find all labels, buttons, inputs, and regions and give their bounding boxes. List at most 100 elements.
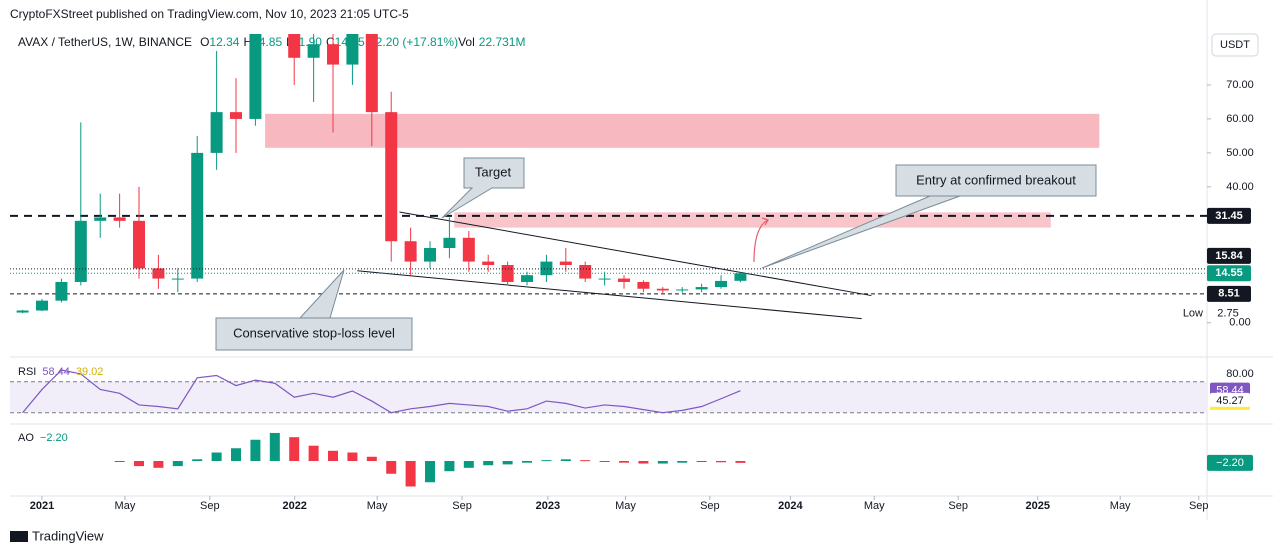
- ao-bar: [192, 459, 203, 461]
- candle-body: [656, 288, 669, 291]
- candle-body: [152, 268, 165, 279]
- candle-body: [55, 281, 68, 301]
- price-badge-label: 15.84: [1215, 250, 1243, 262]
- ao-bar: [425, 461, 436, 483]
- candle-body: [346, 34, 359, 65]
- ao-bar: [347, 452, 358, 461]
- symbol: AVAX / TetherUS, 1W, BINANCE: [18, 35, 192, 49]
- ao-bar: [638, 461, 649, 464]
- ao-bar: [269, 432, 280, 461]
- candle-body: [676, 289, 689, 291]
- candle-body: [443, 237, 456, 248]
- legend-item: H: [243, 35, 252, 49]
- price-badge: [1207, 247, 1251, 264]
- legend-item: 12.34: [209, 35, 239, 49]
- candle-body: [113, 217, 126, 221]
- x-tick-label: Sep: [948, 500, 968, 512]
- ao-bar: [580, 460, 591, 462]
- ao-bar: [231, 448, 242, 461]
- ao-bar: [716, 461, 727, 463]
- symbol-legend: AVAX / TetherUS, 1W, BINANCE O12.34 H14.85…: [18, 35, 525, 49]
- ao-bar: [386, 461, 397, 474]
- ao-bar: [502, 461, 513, 465]
- annotation: Conservative stop-loss level: [233, 325, 395, 340]
- x-tick-label: Sep: [1189, 500, 1209, 512]
- x-tick-label: 2024: [778, 500, 803, 512]
- rsi-legend: RSI 58.44 39.02: [18, 366, 103, 378]
- currency-button[interactable]: [1211, 33, 1259, 57]
- zone: [265, 113, 1100, 148]
- brand-logo: [10, 531, 28, 542]
- ao-bar: [463, 461, 474, 468]
- chart: AVAX / TetherUS, 1W, BINANCE O12.34 H14.85…: [10, 34, 1254, 512]
- legend-item: Vol: [458, 35, 475, 49]
- rsi-badge-label: 45.27: [1216, 395, 1244, 407]
- rsi-name: RSI: [18, 366, 36, 378]
- publisher: CryptoFXStreet published on TradingView.…: [10, 7, 409, 21]
- legend-item: 22.731M: [479, 35, 526, 49]
- x-tick-label: 2023: [536, 500, 560, 512]
- rsi-band: [10, 381, 1207, 413]
- rsi-ma-value: 39.02: [76, 366, 104, 378]
- ao-value: −2.20: [40, 432, 68, 444]
- y-tick-label: 40.00: [1226, 181, 1254, 193]
- x-tick-label: Sep: [452, 500, 472, 512]
- ao-bar: [172, 461, 183, 467]
- candle-body: [715, 280, 728, 288]
- x-tick-label: May: [367, 500, 388, 512]
- trend-line: [357, 270, 862, 320]
- candle-body: [637, 281, 650, 289]
- y-tick-label: 60.00: [1226, 113, 1254, 125]
- candle-body: [404, 241, 417, 262]
- ao-bar: [735, 461, 746, 463]
- candle-body: [540, 261, 553, 276]
- ao-bar: [522, 461, 533, 463]
- ao-bar: [211, 452, 222, 461]
- candle-body: [210, 112, 223, 153]
- ao-legend: AO −2.20: [18, 432, 68, 444]
- candle-body: [521, 275, 534, 282]
- ao-bar: [677, 461, 688, 463]
- ao-bar: [541, 460, 552, 462]
- ao-bar: [114, 461, 125, 462]
- candle-body: [307, 44, 320, 58]
- candle-body: [501, 264, 514, 282]
- ao-bar: [483, 461, 494, 466]
- price-badge-label: 8.51: [1218, 288, 1239, 300]
- ao-bar: [308, 445, 319, 461]
- ao-bar: [289, 437, 300, 461]
- rsi-badge: [1210, 392, 1250, 409]
- candle-body: [36, 300, 49, 311]
- candle-body: [559, 261, 572, 265]
- candle-body: [74, 220, 87, 282]
- rsi-value: 58.44: [42, 366, 70, 378]
- legend-item: C: [326, 35, 335, 49]
- candle-body: [16, 310, 29, 313]
- price-badge: [1207, 285, 1251, 302]
- ao-bar: [599, 461, 610, 462]
- x-tick-label: Sep: [700, 500, 720, 512]
- candle-body: [482, 261, 495, 265]
- candle-body: [171, 278, 184, 280]
- callout-box: [761, 164, 1097, 269]
- ao-bar: [560, 459, 571, 461]
- price-pane: [10, 34, 1207, 320]
- candle-body: [385, 112, 398, 242]
- price-badge-label: 31.45: [1215, 210, 1243, 222]
- candle-body: [191, 152, 204, 279]
- rsi-badge-underline: [1210, 406, 1250, 410]
- trend-line: [399, 211, 872, 297]
- ao-bar: [405, 461, 416, 487]
- ao-bar: [250, 439, 261, 461]
- candle-body: [133, 220, 146, 269]
- ao-badge: [1207, 454, 1253, 471]
- legend-item: O: [200, 35, 209, 49]
- ao-bar: [657, 461, 668, 464]
- price-badge-label: 14.55: [1215, 267, 1243, 279]
- candle-body: [462, 237, 475, 262]
- x-tick-label: 2021: [30, 500, 54, 512]
- candle-body: [734, 273, 747, 281]
- candle-body: [598, 278, 611, 280]
- low-value: 2.75: [1217, 307, 1238, 319]
- y-tick-label: 0.00: [1229, 317, 1250, 329]
